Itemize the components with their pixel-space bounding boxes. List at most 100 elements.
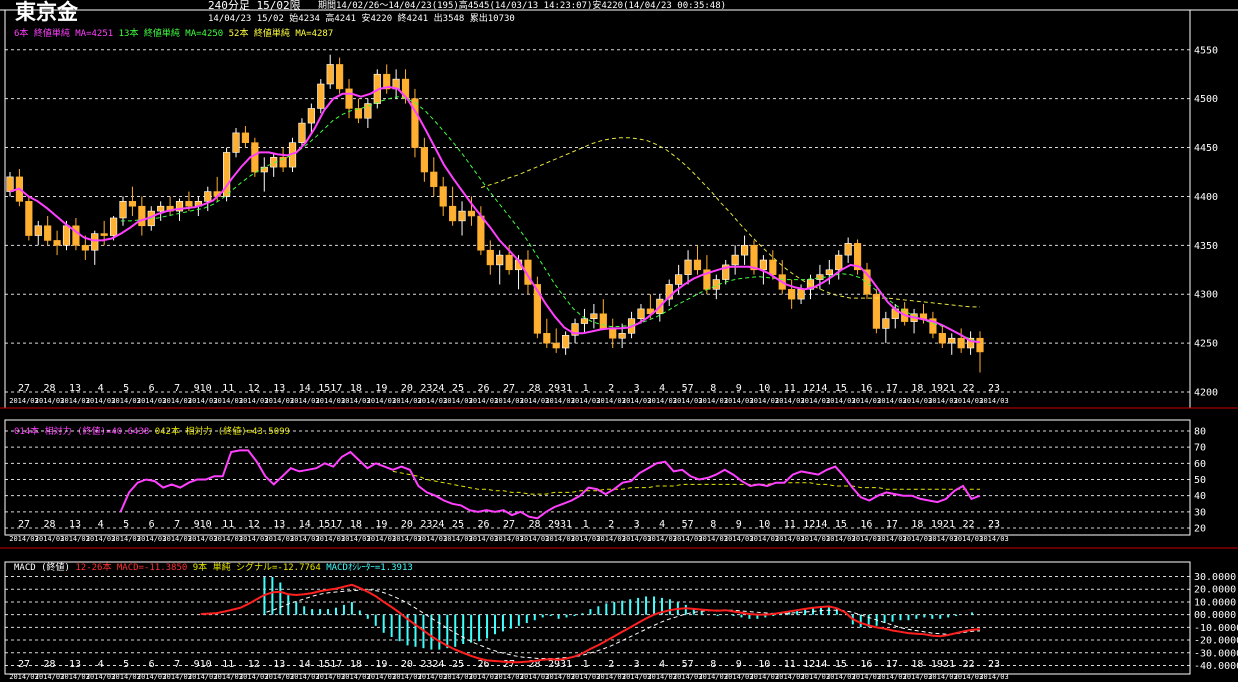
macd-signal-legend: 9本 単純 シグナル=-12.7764	[192, 563, 321, 573]
x-day-label: 57	[682, 519, 694, 530]
candle-body	[458, 210, 466, 222]
period-info-label: 期間14/02/26～14/04/23(195)高4545(14/03/13 1…	[318, 1, 727, 11]
x-month-label: 2014/03	[928, 673, 958, 681]
x-month-label: 2014/03	[979, 397, 1009, 405]
candle-body	[853, 243, 862, 271]
x-month-label: 2014/03	[903, 397, 933, 405]
x-day-label: 28	[44, 659, 56, 670]
candle-body	[317, 83, 325, 109]
candle-body	[976, 337, 984, 353]
x-day-label: 9	[736, 383, 742, 394]
x-month-label: 2014/03	[469, 673, 499, 681]
x-month-label: 2014/03	[750, 535, 780, 543]
x-day-label: 2324	[420, 383, 444, 394]
x-day-label: 1517	[318, 659, 342, 670]
last-bar-info: 14/04/23 15/02 始4234 高4241 安4220 終4241 出…	[208, 14, 515, 24]
x-day-label: 4	[659, 659, 665, 670]
x-month-label: 2014/03	[316, 397, 346, 405]
x-day-label: 11	[222, 383, 234, 394]
rsi-panel-frame	[4, 419, 1191, 536]
x-month-label: 2014/03	[520, 535, 550, 543]
x-month-label: 2014/03	[392, 397, 422, 405]
x-day-label: 15	[835, 519, 847, 530]
candle-body	[543, 333, 551, 344]
rsi-tick-label: 30	[1194, 507, 1206, 518]
x-month-label: 2014/03	[265, 397, 295, 405]
candle-body	[119, 201, 127, 219]
x-month-label: 2014/03	[418, 535, 448, 543]
x-month-label: 2014/03	[469, 535, 499, 543]
x-month-label: 2014/03	[86, 673, 116, 681]
candle-body	[62, 225, 71, 246]
candle-body	[109, 217, 118, 236]
x-day-label: 7	[174, 519, 180, 530]
x-month-label: 2014/03	[954, 535, 984, 543]
candle-body	[505, 254, 513, 271]
x-month-label: 2014/03	[979, 673, 1009, 681]
x-day-label: 26	[477, 519, 489, 530]
x-day-label: 3	[634, 383, 640, 394]
x-month-label: 2014/03	[724, 397, 754, 405]
x-day-label: 13	[69, 519, 81, 530]
x-month-label: 2014/03	[35, 535, 65, 543]
price-tick-label: 4550	[1194, 45, 1218, 56]
x-day-label: 18	[911, 383, 923, 394]
x-day-label: 12	[248, 659, 260, 670]
x-month-label: 2014/03	[801, 673, 831, 681]
x-day-label: 18	[911, 519, 923, 530]
candle-body	[175, 201, 184, 212]
candle-body	[401, 78, 410, 99]
candle-body	[44, 225, 52, 241]
x-month-label: 2014/03	[494, 673, 524, 681]
x-month-label: 2014/03	[494, 535, 524, 543]
x-day-label: 9	[736, 659, 742, 670]
candle-body	[345, 88, 353, 109]
x-day-label: 17	[886, 383, 898, 394]
candle-body	[336, 64, 344, 90]
candle-body	[307, 108, 315, 124]
ma6-line	[9, 85, 981, 344]
candle-body	[948, 337, 956, 344]
x-month-label: 2014/03	[35, 673, 65, 681]
x-day-label: 18	[350, 519, 362, 530]
x-month-label: 2014/03	[826, 535, 856, 543]
x-day-label: 13	[273, 383, 285, 394]
x-day-label: 27	[18, 519, 30, 530]
x-month-label: 2014/03	[622, 673, 652, 681]
x-month-label: 2014/03	[673, 673, 703, 681]
rsi-tick-label: 20	[1194, 524, 1206, 535]
x-month-label: 2014/03	[775, 535, 805, 543]
candle-body	[467, 210, 476, 217]
x-day-label: 1214	[803, 659, 827, 670]
x-day-label: 25	[452, 659, 464, 670]
candle-body	[486, 249, 494, 266]
x-month-label: 2014/03	[852, 535, 882, 543]
candle-body	[957, 337, 965, 349]
x-day-label: 2324	[420, 519, 444, 530]
candle-body	[675, 274, 683, 285]
x-month-label: 2014/03	[979, 535, 1009, 543]
x-month-label: 2014/03	[724, 535, 754, 543]
x-month-label: 2014/03	[852, 673, 882, 681]
macd-tick-label: -40.0000	[1194, 661, 1238, 672]
x-month-label: 2014/03	[775, 673, 805, 681]
candle-body	[138, 205, 146, 227]
x-day-label: 10	[758, 519, 770, 530]
rsi-tick-label: 70	[1194, 443, 1206, 454]
x-month-label: 2014/03	[877, 673, 907, 681]
x-month-label: 2014/03	[239, 397, 269, 405]
rsi-tick-label: 80	[1194, 427, 1206, 438]
x-day-label: 13	[273, 659, 285, 670]
x-day-label: 2931	[548, 519, 572, 530]
x-month-label: 2014/03	[213, 397, 243, 405]
x-day-label: 910	[194, 659, 212, 670]
x-day-label: 3	[634, 659, 640, 670]
price-tick-label: 4200	[1194, 388, 1218, 399]
candle-body	[477, 215, 485, 251]
x-month-label: 2014/03	[188, 673, 218, 681]
x-day-label: 5	[123, 659, 129, 670]
x-day-label: 910	[194, 519, 212, 530]
x-month-label: 2014/03	[111, 535, 141, 543]
candle-body	[128, 201, 137, 207]
candle-body	[618, 333, 626, 339]
